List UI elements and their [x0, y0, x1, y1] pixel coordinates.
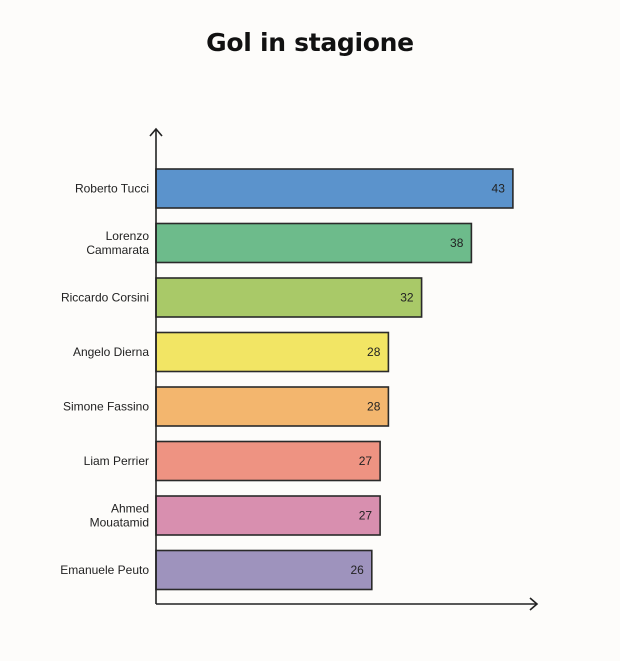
bar — [155, 222, 473, 264]
chart-title: Gol in stagione — [206, 28, 414, 57]
category-labels-group: Roberto Tucci Lorenzo Cammarata Riccardo Co… — [60, 182, 149, 578]
bar-value-label: 28 — [367, 400, 381, 414]
x-axis-arrow-icon — [529, 597, 539, 611]
bar-value-label: 38 — [450, 236, 464, 250]
bar — [155, 331, 390, 373]
bar-value-label: 32 — [400, 291, 414, 305]
y-axis-arrow-icon — [149, 127, 163, 137]
bar — [155, 549, 373, 591]
bar — [155, 168, 514, 209]
category-label: Emanuele Peuto — [60, 563, 149, 577]
category-label: Simone Fassino — [63, 400, 149, 414]
bar — [155, 277, 423, 318]
bar-value-label: 26 — [350, 563, 364, 577]
category-label: Roberto Tucci — [75, 182, 149, 196]
bar-value-label: 43 — [492, 182, 506, 196]
bar-value-label: 27 — [359, 509, 373, 523]
bar — [155, 440, 381, 482]
bar-value-label: 28 — [367, 345, 381, 359]
bar — [155, 495, 381, 536]
bars-group: 43 38 32 28 28 27 27 26 — [155, 168, 514, 591]
category-label: Riccardo Corsini — [61, 291, 149, 305]
category-label: Lorenzo Cammarata — [86, 229, 149, 257]
axes-group — [149, 127, 539, 611]
category-label: Ahmed Mouatamid — [90, 502, 149, 530]
bar — [155, 386, 390, 427]
bar-value-label: 27 — [359, 454, 373, 468]
category-label: Liam Perrier — [84, 454, 149, 468]
category-label: Angelo Dierna — [73, 345, 149, 359]
